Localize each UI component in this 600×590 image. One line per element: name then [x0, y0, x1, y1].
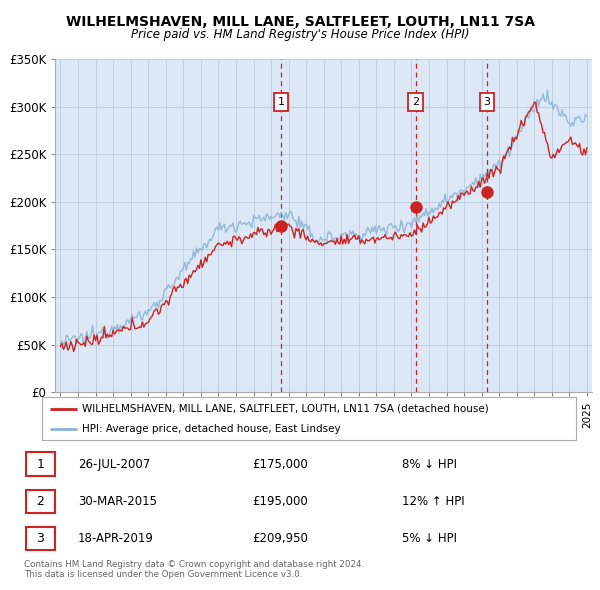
- Text: 2: 2: [37, 494, 44, 508]
- Text: 18-APR-2019: 18-APR-2019: [78, 532, 154, 545]
- Text: £209,950: £209,950: [252, 532, 308, 545]
- Text: 3: 3: [484, 97, 490, 107]
- Text: 8% ↓ HPI: 8% ↓ HPI: [402, 457, 457, 471]
- Text: WILHELMSHAVEN, MILL LANE, SALTFLEET, LOUTH, LN11 7SA: WILHELMSHAVEN, MILL LANE, SALTFLEET, LOU…: [65, 15, 535, 29]
- Text: 1: 1: [278, 97, 284, 107]
- Text: 1: 1: [37, 457, 44, 471]
- Text: 5% ↓ HPI: 5% ↓ HPI: [402, 532, 457, 545]
- Text: 30-MAR-2015: 30-MAR-2015: [78, 494, 157, 508]
- Text: 3: 3: [37, 532, 44, 545]
- Text: 12% ↑ HPI: 12% ↑ HPI: [402, 494, 464, 508]
- Text: £195,000: £195,000: [252, 494, 308, 508]
- Text: 26-JUL-2007: 26-JUL-2007: [78, 457, 150, 471]
- Text: £175,000: £175,000: [252, 457, 308, 471]
- Text: WILHELMSHAVEN, MILL LANE, SALTFLEET, LOUTH, LN11 7SA (detached house): WILHELMSHAVEN, MILL LANE, SALTFLEET, LOU…: [82, 404, 489, 414]
- Text: 2: 2: [412, 97, 419, 107]
- Text: Contains HM Land Registry data © Crown copyright and database right 2024.
This d: Contains HM Land Registry data © Crown c…: [24, 560, 364, 579]
- Text: HPI: Average price, detached house, East Lindsey: HPI: Average price, detached house, East…: [82, 424, 341, 434]
- Text: Price paid vs. HM Land Registry's House Price Index (HPI): Price paid vs. HM Land Registry's House …: [131, 28, 469, 41]
